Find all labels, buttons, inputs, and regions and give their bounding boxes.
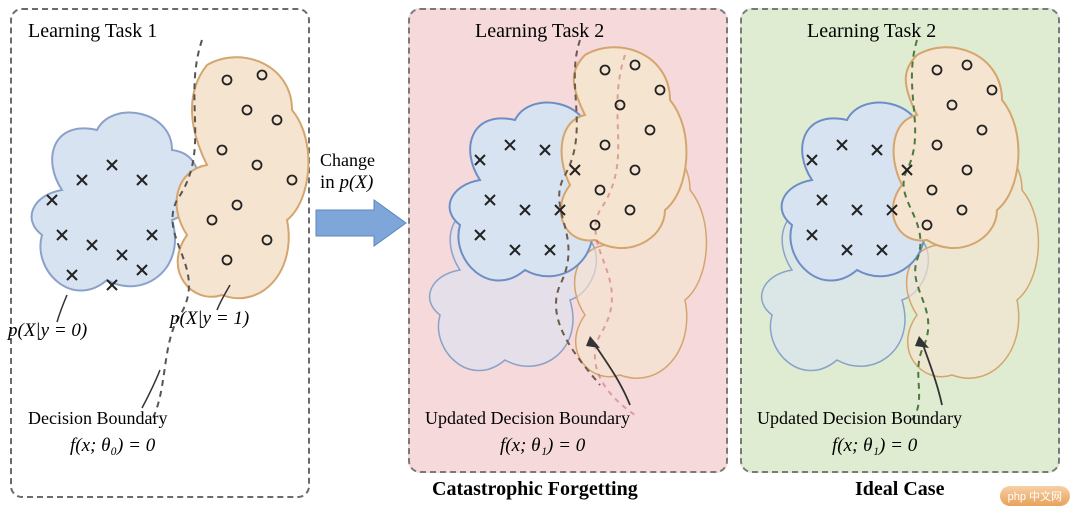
task1-px0-lead <box>57 295 67 322</box>
cat-f-label: f(x; θ₁) = 0 <box>500 435 585 457</box>
task1-title: Learning Task 1 <box>28 20 157 43</box>
ideal-title: Learning Task 2 <box>807 20 936 43</box>
arrow-label2: in p(X) <box>320 172 373 194</box>
ideal-svg <box>742 10 1062 475</box>
diagram-root: Learning Task 1 p(X|y = 0) p(X|y = 1) De… <box>0 0 1080 514</box>
cat-subtitle: Catastrophic Forgetting <box>432 478 638 501</box>
task1-db-lead <box>142 370 160 408</box>
ideal-updb-label: Updated Decision Boundary <box>757 408 962 429</box>
label-f0: f(x; θ₀) = 0 <box>70 435 155 457</box>
panel-catastrophic <box>408 8 728 473</box>
task1-blob-x <box>32 113 199 291</box>
label-px1: p(X|y = 1) <box>170 308 249 330</box>
watermark-badge: php 中文网 <box>1000 486 1070 506</box>
cat-updb-label: Updated Decision Boundary <box>425 408 630 429</box>
cat-title: Learning Task 2 <box>475 20 604 43</box>
ideal-f-label: f(x; θ₁) = 0 <box>832 435 917 457</box>
catastrophic-svg <box>410 10 730 475</box>
panel-ideal <box>740 8 1060 473</box>
ideal-subtitle: Ideal Case <box>855 478 944 501</box>
label-px0: p(X|y = 0) <box>8 320 87 342</box>
transition-arrow <box>314 198 408 248</box>
arrow-label1: Change <box>320 150 375 171</box>
label-db: Decision Boundary <box>28 408 167 429</box>
